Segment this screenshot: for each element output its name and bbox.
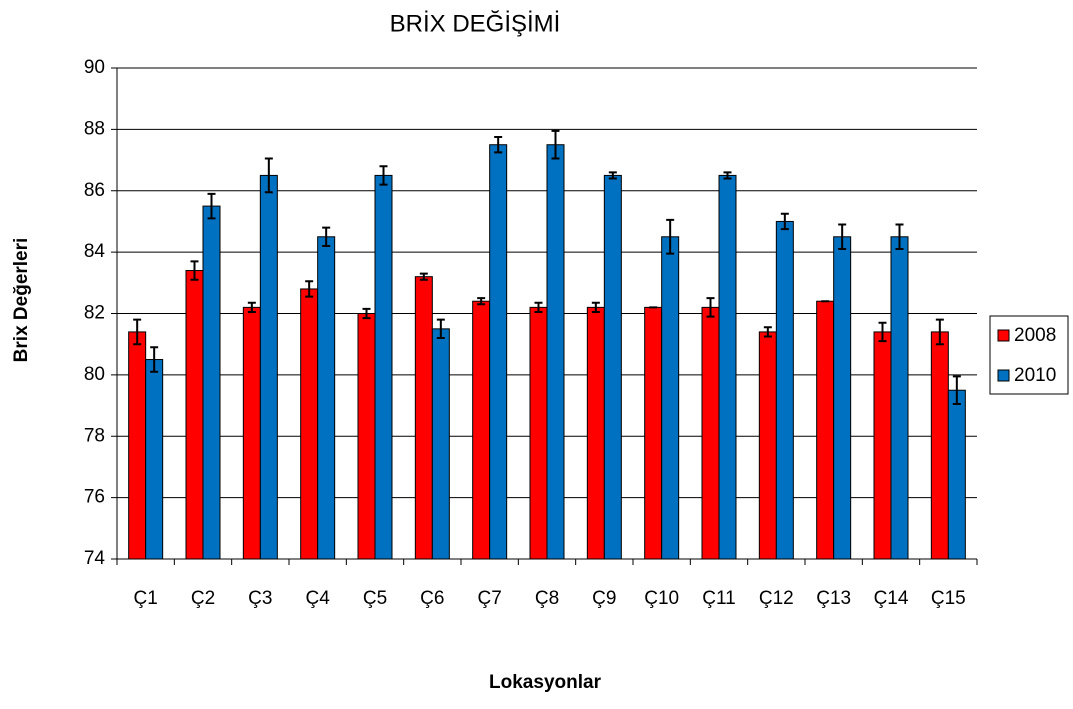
- legend-swatch: [997, 369, 1010, 382]
- x-tick-label: Ç4: [306, 588, 331, 609]
- bar: [128, 331, 147, 560]
- x-tick-label: Ç7: [478, 588, 502, 609]
- bar: [300, 288, 319, 560]
- x-tick-label: Ç3: [248, 588, 272, 609]
- bar: [317, 236, 336, 560]
- y-tick-label: 78: [84, 425, 105, 446]
- error-bar: [322, 226, 331, 247]
- bar: [202, 205, 221, 560]
- bar: [185, 270, 204, 560]
- chart-title: BRİX DEĞİŞİMİ: [390, 10, 561, 37]
- error-bar: [780, 212, 789, 231]
- bar: [145, 359, 164, 560]
- x-tick-label: Ç15: [931, 588, 966, 609]
- legend-label: 2010: [1014, 365, 1056, 386]
- bar: [947, 389, 966, 560]
- error-bar: [207, 192, 216, 220]
- error-bar: [264, 157, 273, 194]
- y-axis-label: Brix Değerleri: [11, 238, 32, 363]
- bar: [414, 276, 433, 560]
- error-bar: [362, 307, 371, 320]
- error-bar: [952, 375, 961, 406]
- x-tick-label: Ç6: [420, 588, 444, 609]
- bar: [374, 174, 393, 560]
- x-tick-label: Ç13: [816, 588, 851, 609]
- bar: [489, 144, 508, 560]
- bar: [472, 300, 491, 560]
- bar: [644, 306, 663, 560]
- error-bar: [895, 223, 904, 251]
- legend-swatch: [997, 329, 1010, 342]
- bar: [661, 236, 680, 560]
- error-bar: [419, 272, 428, 281]
- error-bar: [935, 318, 944, 346]
- error-bar: [534, 301, 543, 313]
- error-bar: [305, 280, 314, 298]
- error-bar: [551, 129, 560, 160]
- bar: [873, 331, 892, 560]
- bar: [242, 306, 261, 560]
- error-bar: [838, 223, 847, 251]
- error-bar: [608, 171, 617, 180]
- bar: [431, 328, 450, 560]
- error-bar: [706, 297, 715, 318]
- error-bar: [878, 321, 887, 343]
- bar: [718, 174, 737, 560]
- x-tick-label: Ç10: [644, 588, 679, 609]
- bar: [890, 236, 909, 560]
- bar: [930, 331, 949, 560]
- error-bar: [190, 260, 199, 281]
- x-tick-label: Ç14: [874, 588, 909, 609]
- error-bar: [379, 165, 388, 186]
- x-tick-label: Ç8: [535, 588, 559, 609]
- bar: [529, 306, 548, 560]
- error-bar: [247, 301, 256, 313]
- error-bar: [763, 326, 772, 338]
- error-bar: [666, 218, 675, 255]
- y-tick-label: 86: [84, 180, 105, 201]
- y-tick-label: 82: [84, 303, 105, 324]
- y-tick-label: 88: [84, 118, 105, 139]
- error-bar: [436, 318, 445, 340]
- bar: [586, 306, 605, 560]
- y-tick-label: 76: [84, 487, 105, 508]
- bar: [758, 331, 777, 560]
- x-axis-label: Lokasyonlar: [489, 672, 602, 693]
- y-tick-label: 74: [84, 548, 106, 569]
- bar: [816, 300, 835, 560]
- error-bar: [723, 171, 732, 180]
- x-tick-label: Ç12: [759, 588, 794, 609]
- bar: [357, 313, 376, 560]
- bar: [775, 220, 794, 560]
- bar: [603, 174, 622, 560]
- x-tick-label: Ç9: [592, 588, 616, 609]
- error-bar: [150, 346, 159, 373]
- bar: [701, 306, 720, 560]
- y-tick-label: 90: [84, 57, 105, 78]
- x-tick-label: Ç5: [363, 588, 387, 609]
- y-tick-label: 80: [84, 364, 105, 385]
- legend-label: 2008: [1014, 325, 1056, 346]
- x-tick-label: Ç2: [191, 588, 215, 609]
- x-tick-label: Ç11: [702, 588, 735, 609]
- y-tick-label: 84: [84, 241, 106, 262]
- bar: [546, 144, 565, 560]
- bar: [259, 174, 278, 560]
- error-bar: [494, 136, 503, 154]
- bar: [833, 236, 852, 560]
- error-bar: [591, 301, 600, 313]
- x-tick-label: Ç1: [134, 588, 158, 609]
- error-bar: [133, 318, 142, 346]
- error-bar: [477, 297, 486, 306]
